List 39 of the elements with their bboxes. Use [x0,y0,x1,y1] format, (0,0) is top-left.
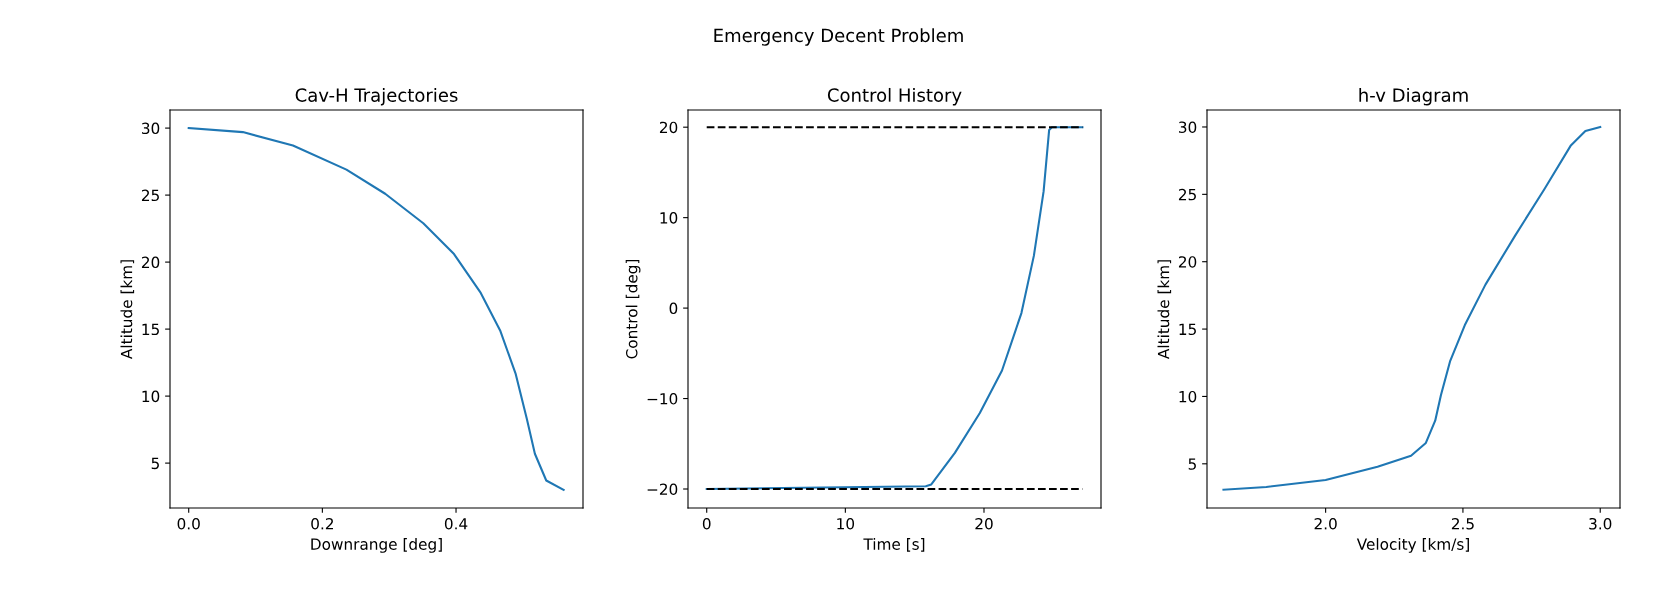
x-tick-label: 3.0 [1589,517,1612,530]
y-tick-label: −10 [647,393,678,405]
x-tick-label: 0.2 [311,517,333,530]
y-tick-label: 5 [1188,458,1196,470]
x-tick-label: 20 [975,517,993,530]
y-tick-label: 25 [1178,188,1196,201]
text: Emergency Decent Problem [714,28,963,46]
y-tick-label: 10 [1179,390,1197,403]
y-tick-label: 5 [151,457,159,470]
y-tick-label: 10 [142,390,160,403]
y-tick-label: 15 [142,323,159,336]
chart-title: h-v Diagram [1359,87,1468,106]
y-tick-label: 25 [141,189,159,202]
y-tick-label: 15 [1179,323,1196,336]
y-tick-label: 20 [1178,256,1197,268]
line-series [1222,125,1602,491]
y-tick-label: 0 [669,302,678,315]
chart-title: Control History [827,87,962,106]
chart-title: Cav-H Trajectories [295,87,458,106]
y-axis-title: Altitude [km] [1157,260,1172,359]
x-tick-label: 0.0 [177,517,200,530]
x-axis-title: Time [s] [863,538,925,552]
x-tick-label: 2.5 [1451,517,1474,530]
line-series [187,127,565,491]
y-tick-label: 30 [1179,121,1197,133]
y-tick-label: 10 [660,212,678,224]
x-tick-label: 10 [837,517,855,530]
x-axis-title: Velocity [km/s] [1356,538,1469,553]
x-axis-title: Downrange [deg] [311,538,442,553]
y-tick-label: 20 [659,121,678,134]
x-tick-label: 2.0 [1314,517,1337,530]
line-series [705,126,1084,491]
x-tick-label: 0 [702,517,711,530]
y-tick-label: −20 [647,483,678,496]
y-axis-title: Altitude [km] [120,260,135,359]
y-tick-label: 20 [141,256,160,269]
y-tick-label: 30 [142,122,160,135]
x-tick-label: 0.4 [444,517,468,530]
y-axis-title: Control [deg] [625,259,641,359]
